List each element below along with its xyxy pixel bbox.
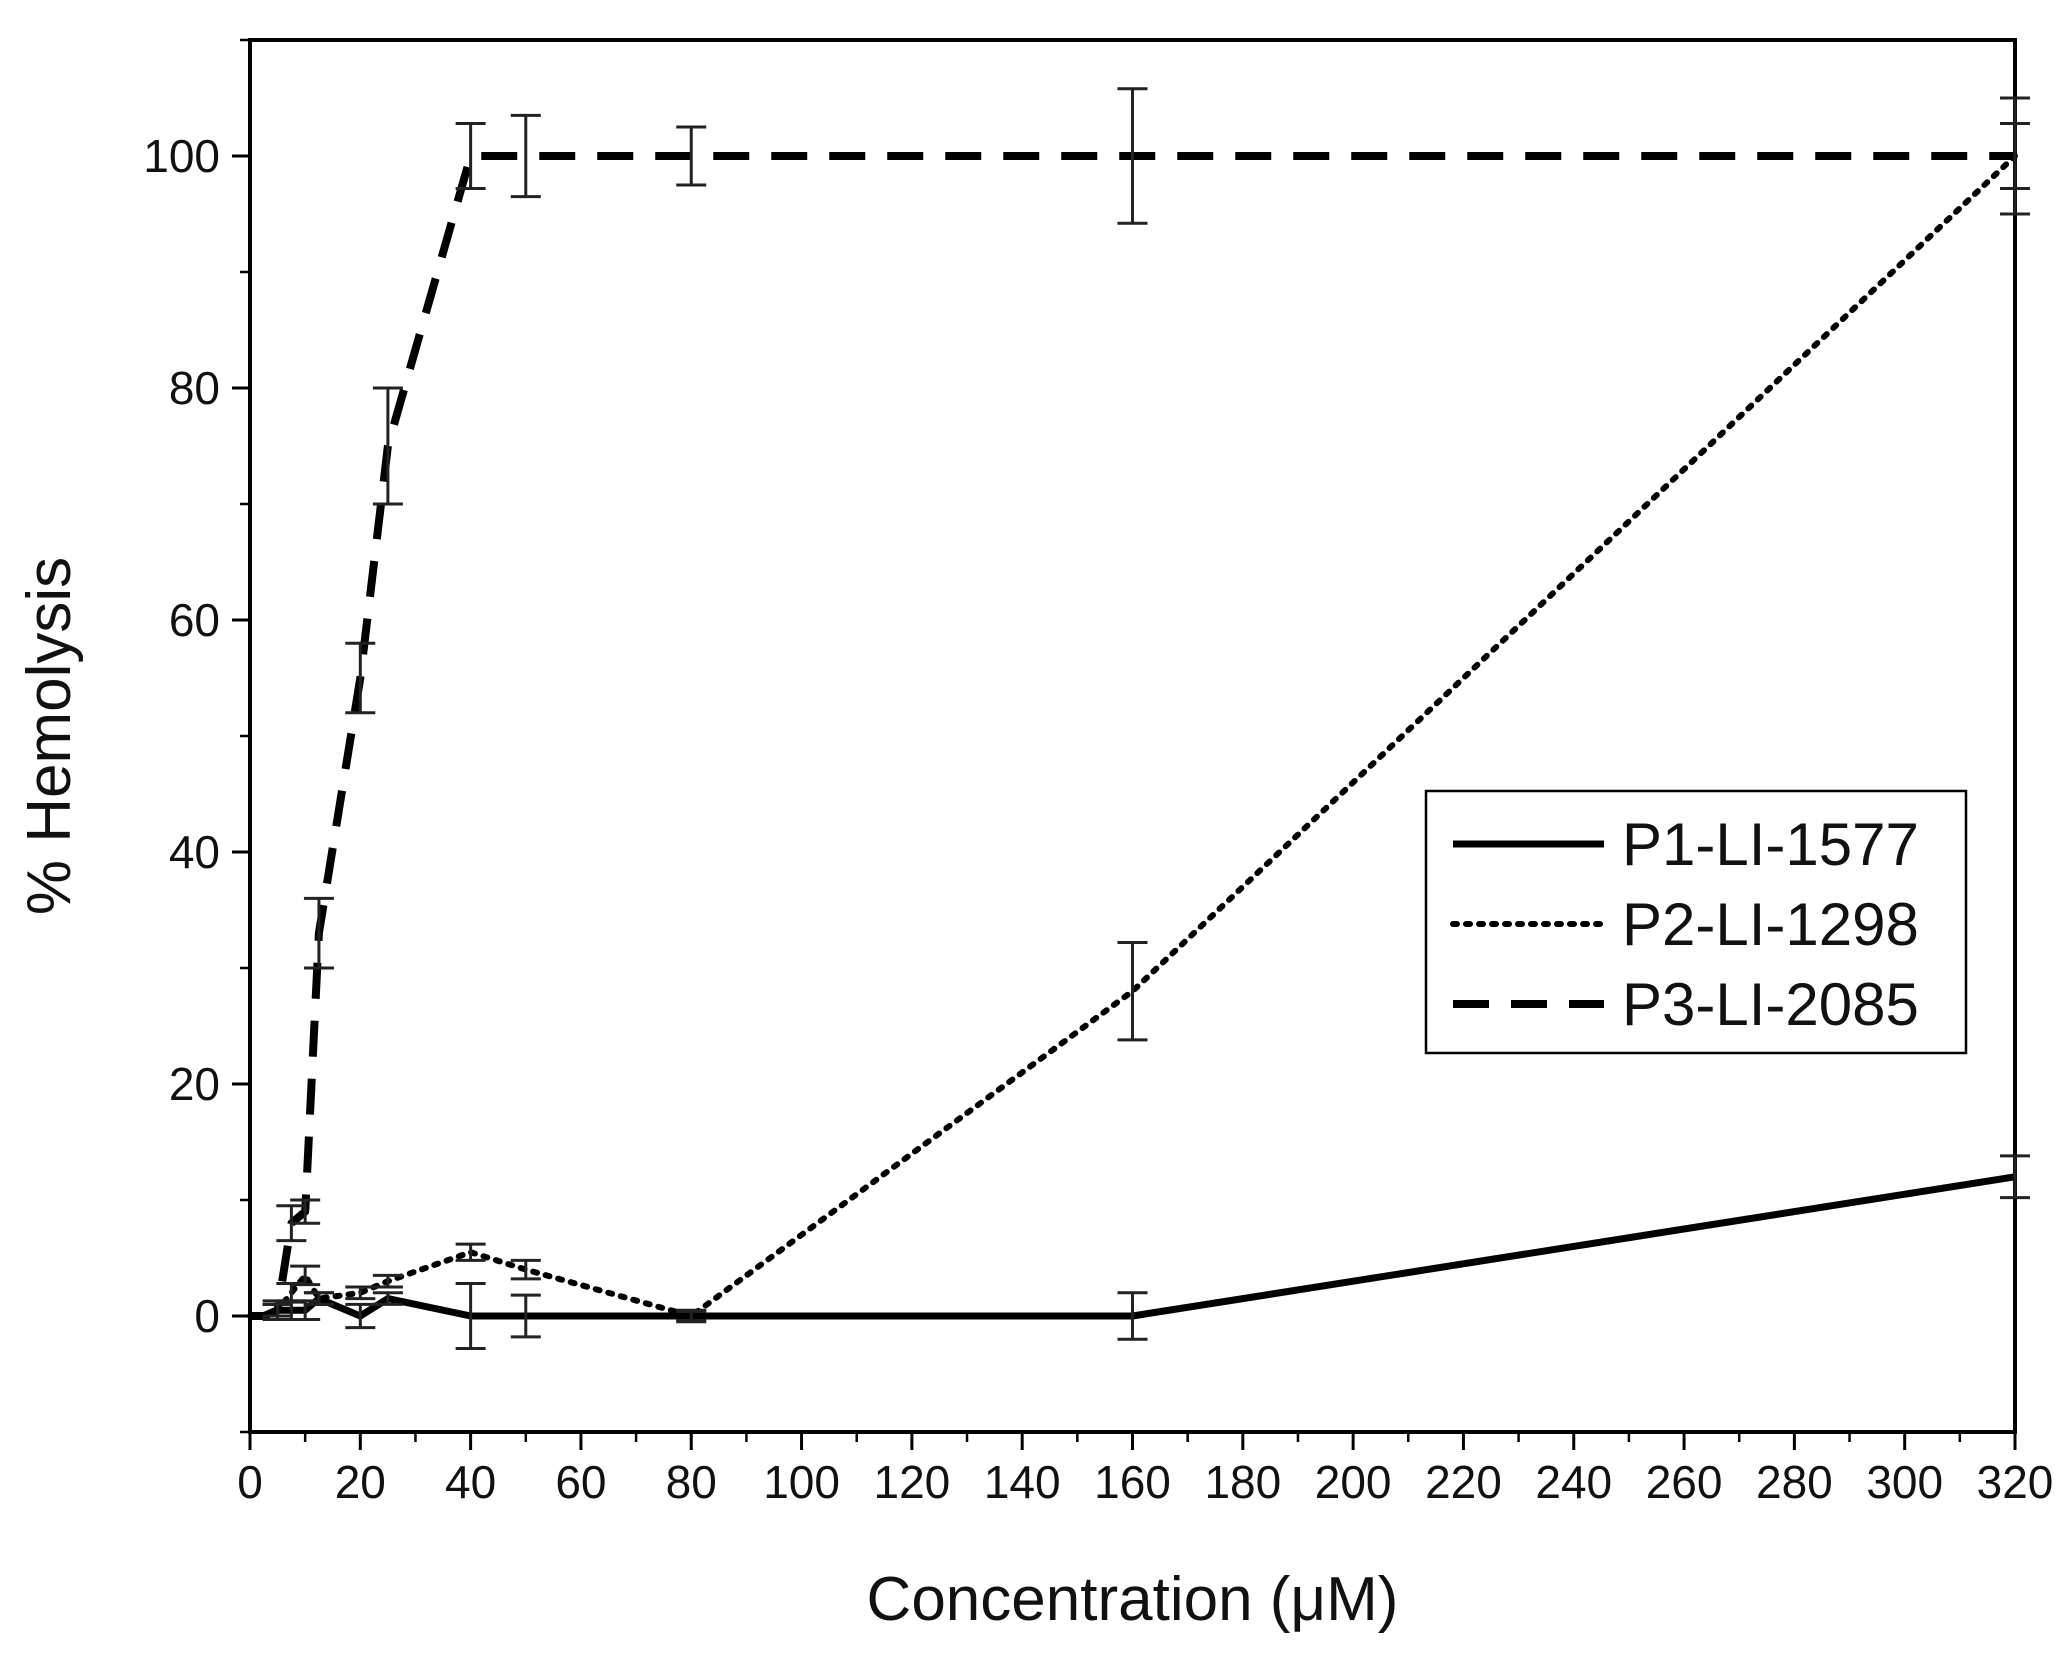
error-bar: [345, 1285, 376, 1301]
error-bar: [290, 1264, 321, 1287]
x-tick-label: 320: [1977, 1456, 2054, 1508]
error-bar: [262, 1302, 293, 1318]
error-bar: [276, 1282, 307, 1304]
error-bar: [372, 1291, 403, 1306]
error-bar: [455, 1242, 486, 1262]
plot-area: 0 20 40 60 80 100 120 140 160 180 200 220 240 260 280 3…: [143, 38, 2054, 1508]
x-tick-label: 220: [1425, 1456, 1502, 1508]
error-bar: [676, 1309, 707, 1323]
legend-label-1: P1-LI-1577: [1622, 811, 1919, 878]
y-tick-label: 60: [169, 594, 220, 646]
legend-label-2: P2-LI-1298: [1622, 891, 1919, 958]
error-bar: [510, 1293, 541, 1339]
plot-frame: [248, 38, 2017, 1434]
error-bar: [1117, 940, 1148, 1042]
y-axis-title: % Hemolysis: [15, 557, 84, 915]
error-bar: [303, 896, 334, 970]
error-bar: [455, 1282, 486, 1350]
error-bar: [372, 1273, 403, 1289]
x-tick-label: 200: [1315, 1456, 1392, 1508]
x-axis-title: Concentration (μM): [867, 1565, 1399, 1634]
x-tick-label: 80: [666, 1456, 717, 1508]
y-tick-label: 40: [169, 826, 220, 878]
y-tick-label: 20: [169, 1058, 220, 1110]
x-tick-label: 300: [1866, 1456, 1943, 1508]
error-bar: [345, 1302, 376, 1330]
error-bar: [290, 1198, 321, 1225]
error-bar: [510, 1258, 541, 1281]
x-tick-label: 0: [237, 1456, 263, 1508]
x-tick-label: 280: [1756, 1456, 1833, 1508]
error-bar: [2000, 96, 2030, 216]
error-bar: [455, 122, 486, 190]
x-tick-label: 120: [874, 1456, 951, 1508]
y-tick-label: 80: [169, 362, 220, 414]
y-tick-label: 0: [194, 1290, 220, 1342]
x-tick-label: 20: [335, 1456, 386, 1508]
error-bar: [510, 113, 541, 199]
legend-label-3: P3-LI-2085: [1622, 971, 1919, 1038]
error-bar: [1117, 1291, 1148, 1341]
x-tick-label: 60: [555, 1456, 606, 1508]
x-tick-label: 40: [445, 1456, 496, 1508]
error-bar: [372, 386, 403, 506]
x-tick-label: 260: [1646, 1456, 1723, 1508]
x-tick-label: 240: [1535, 1456, 1612, 1508]
error-bar: [1117, 87, 1148, 225]
error-bar: [303, 1291, 334, 1306]
x-tick-label: 140: [984, 1456, 1061, 1508]
axes: 0 20 40 60 80 100 120 140 160 180 200 220 240 260 280 3…: [143, 38, 2054, 1508]
x-tick-label: 180: [1204, 1456, 1281, 1508]
error-bars-group: [262, 87, 2030, 1350]
series-line-3: [250, 152, 2015, 1320]
legend: P1-LI-1577 P2-LI-1298 P3-LI-2085: [1424, 789, 1968, 1055]
error-bar: [345, 641, 376, 715]
x-tick-label: 100: [763, 1456, 840, 1508]
error-bar: [676, 125, 707, 187]
x-tick-label: 160: [1094, 1456, 1171, 1508]
y-tick-label: 100: [143, 130, 220, 182]
series-group: [247, 152, 2018, 1320]
error-bar: [2000, 1154, 2030, 1200]
series-line-2: [247, 153, 2018, 1319]
